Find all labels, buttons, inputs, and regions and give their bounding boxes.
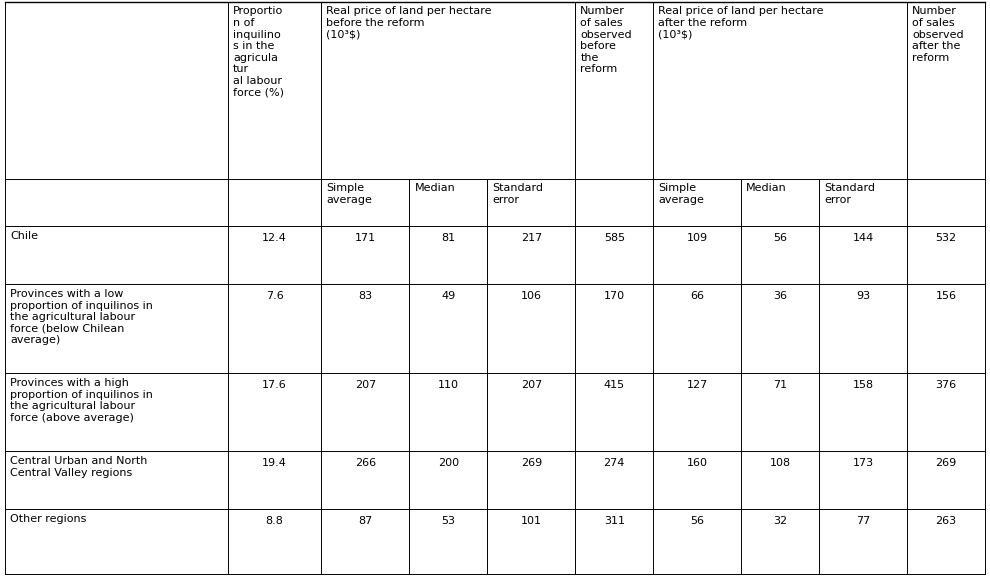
Text: 173: 173 (852, 458, 874, 469)
Text: 53: 53 (442, 516, 455, 526)
Text: Provinces with a low
proportion of inquilinos in
the agricultural labour
force (: Provinces with a low proportion of inqui… (10, 289, 152, 345)
Text: 66: 66 (690, 291, 704, 301)
Text: 36: 36 (773, 291, 787, 301)
Text: Proportio
n of
inquilino
s in the
agricula
tur
al labour
force (%): Proportio n of inquilino s in the agricu… (233, 6, 284, 98)
Text: 207: 207 (354, 380, 376, 391)
Text: Median: Median (746, 183, 787, 193)
Text: Real price of land per hectare
after the reform
(10³$): Real price of land per hectare after the… (658, 6, 824, 40)
Text: 266: 266 (354, 458, 376, 469)
Text: 532: 532 (936, 233, 956, 243)
Text: 101: 101 (521, 516, 542, 526)
Text: 200: 200 (438, 458, 459, 469)
Text: 144: 144 (852, 233, 874, 243)
Text: Simple
average: Simple average (658, 183, 704, 205)
Text: 156: 156 (936, 291, 956, 301)
Text: Provinces with a high
proportion of inquilinos in
the agricultural labour
force : Provinces with a high proportion of inqu… (10, 378, 152, 423)
Text: 93: 93 (856, 291, 870, 301)
Text: Central Urban and North
Central Valley regions: Central Urban and North Central Valley r… (10, 456, 148, 478)
Text: 7.6: 7.6 (265, 291, 283, 301)
Text: 56: 56 (690, 516, 704, 526)
Text: 56: 56 (773, 233, 787, 243)
Text: 263: 263 (936, 516, 956, 526)
Text: 158: 158 (852, 380, 874, 391)
Text: 127: 127 (687, 380, 708, 391)
Text: 376: 376 (936, 380, 956, 391)
Text: Median: Median (415, 183, 455, 193)
Text: 8.8: 8.8 (265, 516, 283, 526)
Text: 19.4: 19.4 (262, 458, 287, 469)
Text: Number
of sales
observed
before
the
reform: Number of sales observed before the refo… (580, 6, 632, 74)
Text: Standard
error: Standard error (824, 183, 875, 205)
Text: 585: 585 (604, 233, 625, 243)
Text: 87: 87 (358, 516, 372, 526)
Text: Real price of land per hectare
before the reform
(10³$): Real price of land per hectare before th… (327, 6, 492, 40)
Text: Chile: Chile (10, 231, 38, 241)
Text: 108: 108 (769, 458, 791, 469)
Text: Number
of sales
observed
after the
reform: Number of sales observed after the refor… (912, 6, 964, 63)
Text: 109: 109 (687, 233, 708, 243)
Text: 171: 171 (354, 233, 376, 243)
Text: 311: 311 (604, 516, 625, 526)
Text: 106: 106 (521, 291, 542, 301)
Text: 17.6: 17.6 (262, 380, 287, 391)
Text: 32: 32 (773, 516, 787, 526)
Text: Other regions: Other regions (10, 514, 86, 524)
Text: 415: 415 (604, 380, 625, 391)
Text: 274: 274 (604, 458, 625, 469)
Text: 83: 83 (358, 291, 372, 301)
Text: 160: 160 (687, 458, 708, 469)
Text: 81: 81 (442, 233, 455, 243)
Text: 77: 77 (856, 516, 870, 526)
Text: 110: 110 (438, 380, 458, 391)
Text: Simple
average: Simple average (327, 183, 372, 205)
Text: 269: 269 (521, 458, 542, 469)
Text: 49: 49 (442, 291, 455, 301)
Text: 170: 170 (604, 291, 625, 301)
Text: 207: 207 (521, 380, 542, 391)
Text: 71: 71 (773, 380, 787, 391)
Text: Standard
error: Standard error (492, 183, 544, 205)
Text: 217: 217 (521, 233, 542, 243)
Text: 12.4: 12.4 (262, 233, 287, 243)
Text: 269: 269 (936, 458, 956, 469)
